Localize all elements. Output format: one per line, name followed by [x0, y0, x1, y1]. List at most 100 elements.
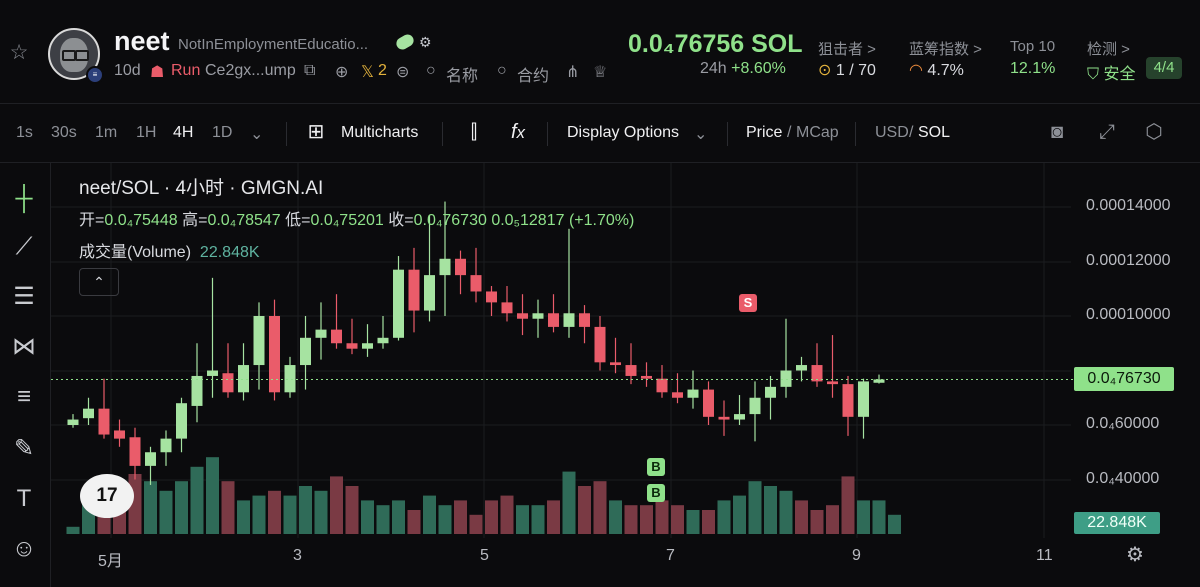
globe-icon[interactable]: ⊕ — [335, 64, 349, 81]
indicators-fx-icon[interactable]: fx — [511, 121, 525, 143]
bluechip-label[interactable]: 蓝筹指数 > — [909, 41, 982, 58]
shield-icon: ⛉ — [1087, 66, 1100, 83]
contract-search-icon[interactable]: ○ — [497, 62, 507, 79]
candle-body — [176, 403, 187, 439]
interval-1s[interactable]: 1s — [16, 124, 33, 141]
volume-bar — [888, 514, 901, 534]
sol-toggle[interactable]: SOL — [918, 124, 951, 141]
volume-bar — [640, 505, 653, 534]
volume-bar — [206, 457, 219, 534]
chart-title: neet/SOL · 4小时 · GMGN.AI — [79, 178, 324, 199]
candle-type-icon[interactable]: ⫿ — [470, 121, 478, 143]
display-options-chevron-icon[interactable]: ⌄ — [694, 126, 708, 143]
run-label: Run — [171, 62, 201, 79]
usd-toggle[interactable]: USD — [875, 124, 909, 141]
camera-icon[interactable]: ◙ — [1050, 121, 1064, 143]
settings-icon[interactable]: ⬡ — [1145, 121, 1163, 143]
change-value: +8.60% — [731, 60, 786, 77]
multicharts-plus-icon[interactable]: ⊞ — [307, 121, 325, 143]
interval-1m[interactable]: 1m — [95, 124, 118, 141]
candle-body — [284, 365, 296, 393]
share-icon[interactable]: ⋔ — [566, 64, 580, 81]
toggle-slash: / — [787, 124, 792, 141]
candle-body — [486, 291, 497, 303]
display-options-button[interactable]: Display Options — [567, 124, 680, 141]
buy-marker[interactable]: B — [647, 484, 665, 502]
emoji-icon[interactable]: ☺ — [11, 535, 37, 562]
candle-body — [532, 313, 544, 319]
price-chart[interactable] — [51, 163, 1200, 587]
gauge-icon: ◠ — [909, 62, 923, 79]
favorite-star-icon[interactable]: ☆ — [9, 41, 29, 64]
candle-body — [873, 379, 885, 383]
volume-bar — [686, 510, 700, 534]
crown-icon[interactable]: ♕ — [593, 64, 608, 81]
volume-bar — [345, 486, 359, 534]
mcap-toggle[interactable]: MCap — [796, 124, 839, 141]
volume-readout: 成交量(Volume) 22.848K — [79, 244, 260, 261]
y-tick: 0.00010000 — [1086, 306, 1171, 323]
candle-body — [408, 269, 420, 311]
chart-settings-gear-icon[interactable]: ⚙ — [1126, 544, 1144, 566]
tradingview-logo[interactable]: 17 — [80, 474, 134, 518]
candle-body — [222, 373, 234, 393]
candle-body — [501, 302, 513, 314]
price-toggle[interactable]: Price — [746, 124, 783, 141]
fullscreen-icon[interactable]: ⤢ — [1099, 121, 1115, 143]
volume-bar — [516, 505, 529, 534]
interval-more-chevron-icon[interactable]: ⌄ — [250, 126, 264, 143]
volume-bar — [485, 500, 498, 534]
candle-body — [718, 416, 730, 420]
fib-levels-icon[interactable]: ≡ — [16, 383, 31, 410]
brush-icon[interactable]: ✎ — [13, 435, 35, 462]
candle-body — [470, 275, 482, 292]
interval-4H[interactable]: 4H — [173, 124, 194, 141]
candle-body — [656, 378, 668, 393]
snipers-value: ⊙ 1 / 70 — [818, 62, 876, 79]
chain-badge-icon: ≡ — [86, 66, 104, 84]
candle-body — [780, 370, 792, 387]
contract-search[interactable]: 合约 — [517, 68, 550, 85]
buy-marker[interactable]: B — [647, 458, 665, 476]
volume-bars — [66, 457, 901, 534]
volume-bar — [190, 466, 204, 534]
candle-body — [424, 275, 435, 311]
candle-body — [331, 329, 342, 344]
volume-bar — [547, 500, 560, 534]
coin-icon[interactable]: ⊜ — [396, 64, 410, 81]
text-tool-icon[interactable]: T — [16, 485, 32, 512]
volume-bar — [841, 476, 855, 534]
candle-body — [734, 414, 745, 420]
copy-icon[interactable]: ⧉ — [304, 62, 316, 79]
candle-body — [765, 386, 776, 398]
interval-1H[interactable]: 1H — [136, 124, 157, 141]
x-twitter-icon[interactable]: 𝕏 — [361, 64, 374, 81]
top10-label[interactable]: Top 10 — [1010, 38, 1056, 55]
interval-1D[interactable]: 1D — [212, 124, 233, 141]
crosshair-icon[interactable]: ┼ — [15, 185, 33, 212]
name-search-icon[interactable]: ○ — [426, 62, 436, 79]
snipers-label[interactable]: 狙击者 > — [818, 41, 876, 58]
collapse-legend-button[interactable]: ⌃ — [79, 268, 119, 296]
candle-body — [548, 313, 559, 327]
candle-body — [253, 316, 265, 366]
horizontal-lines-icon[interactable]: ☰ — [13, 283, 35, 310]
change-label: 24h — [700, 60, 727, 77]
interval-30s[interactable]: 30s — [51, 124, 77, 141]
volume-bar — [144, 481, 157, 534]
name-search[interactable]: 名称 — [446, 68, 479, 85]
candle-body — [377, 337, 389, 344]
volume-bar — [562, 471, 576, 534]
volume-bar — [500, 495, 514, 534]
token-avatar — [48, 28, 100, 80]
multicharts-button[interactable]: Multicharts — [341, 124, 419, 141]
candle-body — [610, 362, 621, 366]
pattern-icon[interactable]: ⋈ — [12, 333, 36, 360]
volume-bar — [593, 481, 607, 534]
candle-body — [672, 392, 683, 398]
volume-bar — [221, 481, 235, 534]
candle-body — [145, 452, 156, 466]
sell-marker[interactable]: S — [739, 294, 757, 312]
trendline-icon[interactable]: ⟋ — [15, 233, 33, 260]
audit-label[interactable]: 检测 > — [1087, 41, 1130, 58]
